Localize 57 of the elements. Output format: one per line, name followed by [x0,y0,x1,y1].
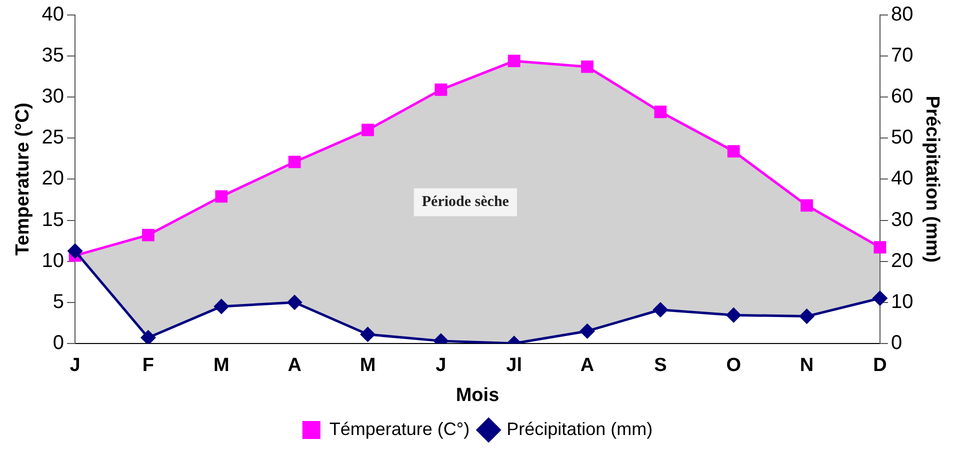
y2-tick-label: 50 [890,126,914,149]
x-tick-label: O [726,355,741,376]
point [727,145,740,158]
point [872,290,888,306]
point [68,244,82,258]
point [800,309,814,324]
y2-tick-label: 60 [890,86,914,108]
y-tick-label: 5 [52,290,64,313]
point [580,324,595,338]
x-tick-label: M [213,355,230,376]
point [214,299,229,314]
legend-label: Précipitation (mm) [506,418,653,439]
y-tick-label: 15 [42,208,64,231]
x-tick-label: A [288,355,302,376]
point [581,60,594,73]
point [140,330,156,344]
point [800,199,813,212]
y-tick-label: 10 [42,250,64,272]
y-tick-label: 35 [42,44,64,67]
point [434,84,448,96]
x-tick-label: N [800,355,814,376]
x-tick-label: M [360,355,376,376]
y-tick-label: 40 [42,4,64,26]
point [874,241,886,254]
annotation: Période sèche [422,194,510,210]
point [362,124,374,136]
point [287,295,302,310]
y-tick-label: 20 [42,168,64,190]
y-tick-label: 0 [52,332,64,354]
x-tick-label: J [70,355,80,376]
y-tick-label: 30 [42,86,64,108]
point [215,190,228,203]
point [360,327,375,342]
y2-tick-label: 30 [890,208,914,231]
y2-tick-label: 70 [890,44,914,67]
legend-label: Témperature (C°) [329,418,470,439]
x-tick-label: D [873,355,887,376]
y-tick-label: 25 [42,126,64,149]
y2-tick-label: 40 [890,168,914,190]
y2-tick-label: 10 [890,290,914,313]
y2-axis-title: Précipitation (mm) [921,96,942,263]
y2-tick-label: 0 [890,332,902,354]
point [726,308,741,322]
x-tick-label: Jl [506,355,522,376]
y2-tick-label: 80 [890,4,914,26]
x-axis-title: Mois [456,384,500,406]
y2-tick-label: 20 [890,250,914,272]
y-axis-title: Temperature (°C) [12,102,34,256]
x-tick-label: F [142,355,154,376]
x-tick-label: S [654,355,667,376]
point [654,106,667,118]
point [142,228,154,242]
x-tick-label: A [580,355,594,376]
point [508,54,520,68]
point [288,156,301,168]
point [653,302,668,317]
x-tick-label: J [436,355,446,376]
